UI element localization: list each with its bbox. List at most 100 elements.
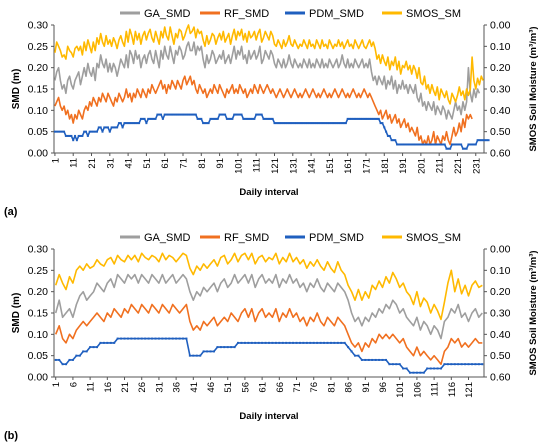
data-point (368, 117, 371, 120)
data-point (297, 122, 300, 125)
x-tick-label: 221 (453, 158, 464, 174)
data-point (86, 134, 89, 137)
data-point (337, 122, 340, 125)
data-point (194, 113, 197, 116)
data-point (237, 341, 240, 344)
data-point (251, 117, 254, 120)
y2-tick-label: 0.60 (490, 148, 511, 160)
data-point (377, 117, 380, 120)
data-point (416, 143, 419, 146)
data-point (309, 341, 312, 344)
data-point (415, 371, 418, 374)
data-point (54, 358, 57, 361)
data-point (409, 371, 412, 374)
data-point (323, 341, 326, 344)
data-point (126, 337, 129, 340)
data-point (66, 134, 69, 137)
data-point (299, 122, 302, 125)
x-tick-label: 181 (380, 158, 391, 174)
data-point (123, 337, 126, 340)
data-point (429, 367, 432, 370)
x-tick-label: 121 (270, 158, 281, 174)
legend-label: PDM_SMD (309, 8, 364, 20)
data-point (165, 113, 168, 116)
series-line (54, 75, 473, 146)
data-point (114, 126, 117, 129)
data-point (371, 358, 374, 361)
y-tick-label: 0.00 (28, 148, 49, 160)
data-point (71, 358, 74, 361)
data-point (68, 134, 71, 137)
x-tick-label: 26 (137, 382, 148, 393)
data-point (372, 117, 375, 120)
data-point (405, 143, 408, 146)
data-point (99, 341, 102, 344)
data-point (160, 113, 163, 116)
data-point (268, 117, 270, 120)
data-point (317, 122, 320, 125)
data-point (312, 341, 315, 344)
y2-tick-label: 0.20 (490, 286, 511, 298)
data-point (255, 113, 258, 116)
data-point (388, 134, 391, 137)
data-point (96, 130, 98, 133)
x-tick-label: 1 (51, 382, 62, 387)
data-point (443, 363, 446, 366)
data-point (132, 122, 135, 125)
data-point (141, 117, 144, 120)
data-point (182, 337, 184, 340)
data-point (430, 143, 433, 146)
data-point (240, 341, 243, 344)
x-tick-label: 211 (435, 158, 446, 173)
data-point (198, 117, 201, 120)
data-point (182, 113, 184, 116)
data-point (106, 341, 109, 344)
data-point (464, 363, 467, 366)
data-point (109, 341, 112, 344)
y2-axis-label: SMOS Soil Moisture (m³/m³) (528, 26, 539, 151)
x-tick-label: 116 (447, 382, 458, 397)
data-point (463, 147, 466, 150)
data-point (447, 147, 450, 150)
data-point (233, 113, 236, 116)
data-point (326, 122, 329, 125)
x-tick-label: 101 (395, 382, 406, 398)
x-tick-label: 46 (206, 382, 217, 393)
data-point (390, 139, 393, 142)
data-point (326, 341, 329, 344)
data-point (202, 122, 205, 125)
data-point (207, 122, 210, 125)
data-point (302, 122, 305, 125)
x-tick-label: 191 (398, 158, 409, 174)
panel-label-b: (b) (4, 430, 19, 442)
data-point (300, 122, 303, 125)
data-point (410, 143, 413, 146)
data-point (311, 122, 314, 125)
data-point (381, 358, 384, 361)
data-point (128, 122, 131, 125)
data-point (168, 337, 171, 340)
data-point (113, 341, 116, 344)
data-point (333, 341, 336, 344)
data-point (196, 117, 199, 120)
legend-label: GA_SMD (144, 8, 191, 20)
x-tick-label: 201 (416, 158, 427, 174)
data-point (110, 126, 113, 129)
data-point (485, 139, 488, 142)
data-point (211, 117, 214, 120)
x-tick-label: 151 (325, 158, 336, 174)
data-point (285, 341, 288, 344)
x-tick-label: 31 (154, 382, 165, 393)
data-point (412, 371, 415, 374)
data-point (391, 363, 394, 366)
data-point (472, 143, 475, 146)
data-point (247, 341, 250, 344)
data-point (249, 117, 252, 120)
data-point (119, 122, 122, 125)
x-tick-label: 76 (309, 382, 320, 393)
data-point (188, 354, 191, 357)
data-point (229, 117, 232, 120)
series-smos-sm (54, 252, 483, 321)
data-point (102, 341, 105, 344)
data-point (271, 341, 274, 344)
